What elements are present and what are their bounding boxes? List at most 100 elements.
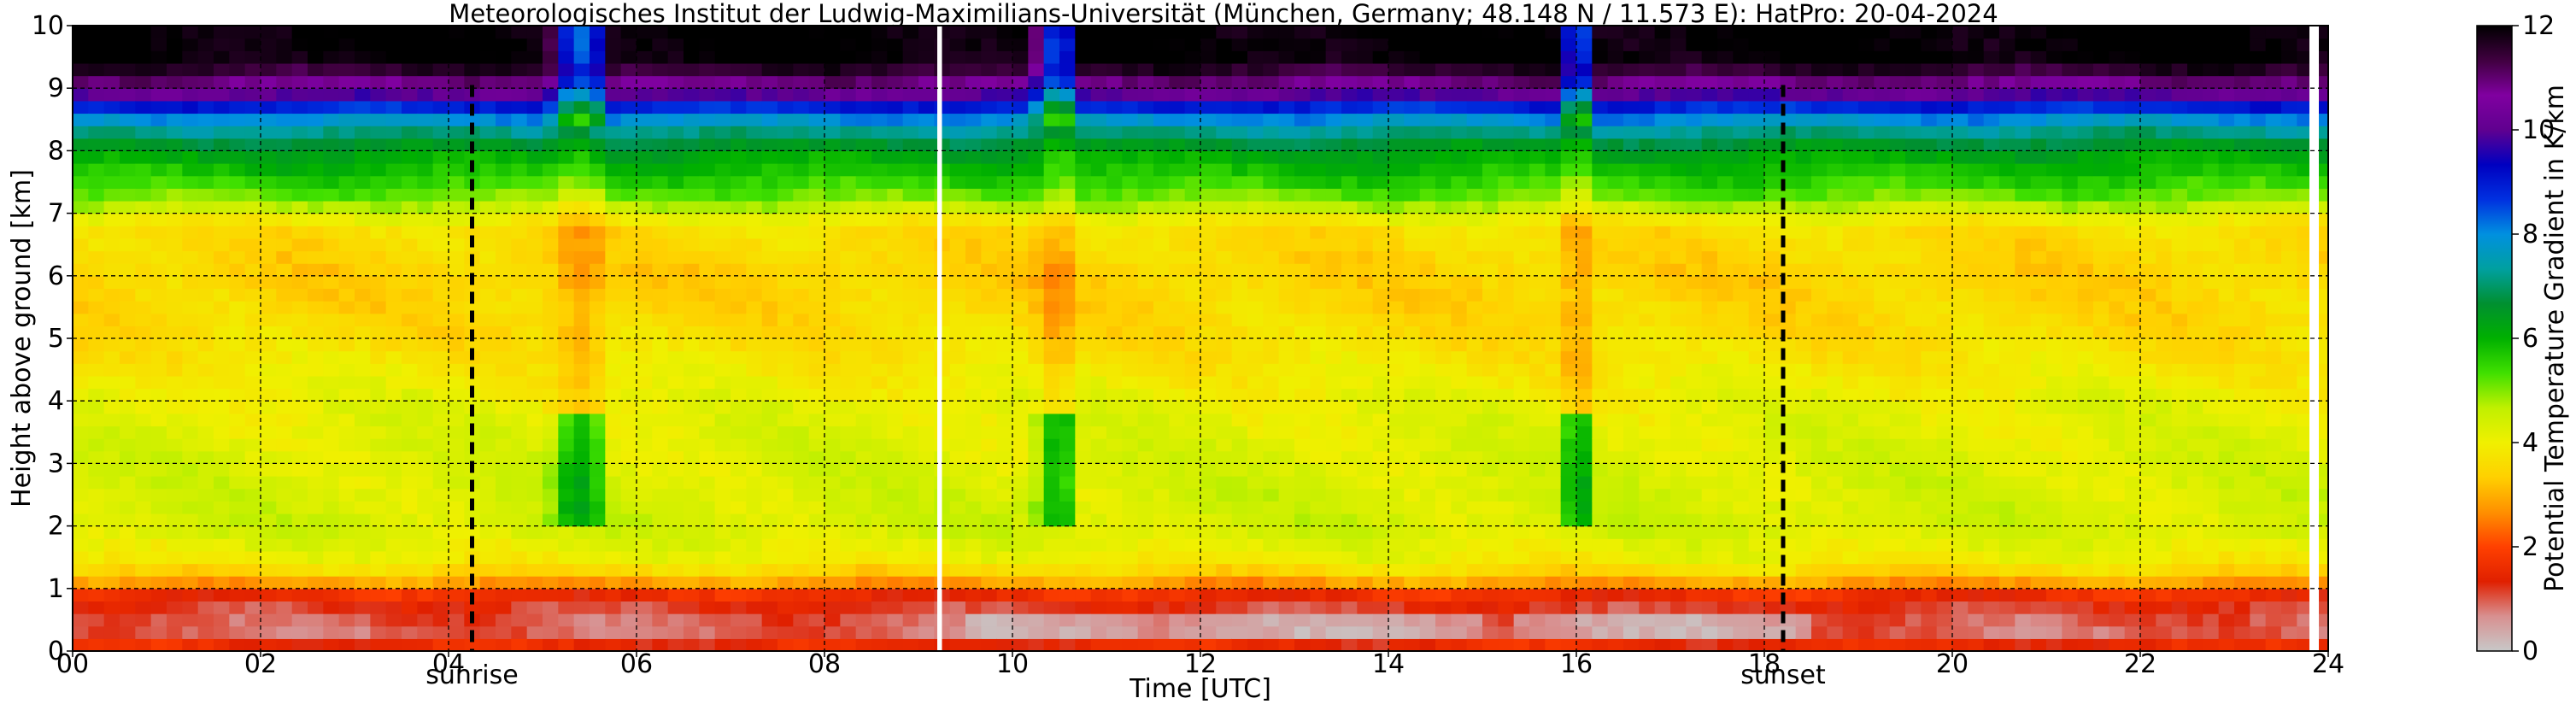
heatmap-cell (1482, 62, 1499, 77)
heatmap-cell (605, 263, 622, 277)
heatmap-cell (103, 175, 120, 189)
heatmap-cell (276, 88, 293, 102)
heatmap-cell (1106, 638, 1123, 652)
heatmap-cell (1498, 625, 1515, 639)
heatmap-cell (1529, 326, 1546, 339)
heatmap-cell (996, 226, 1013, 239)
heatmap-cell (1388, 50, 1405, 64)
heatmap-cell (1513, 625, 1530, 639)
heatmap-cell (135, 338, 152, 352)
heatmap-cell (1560, 238, 1577, 252)
heatmap-cell (479, 301, 496, 314)
heatmap-cell (1513, 38, 1530, 51)
heatmap-cell (1059, 550, 1076, 565)
heatmap-cell (197, 525, 214, 539)
heatmap-cell (338, 100, 355, 114)
heatmap-cell (432, 188, 449, 202)
heatmap-cell (637, 188, 653, 202)
heatmap-cell (1028, 238, 1045, 252)
heatmap-cell (684, 450, 700, 464)
heatmap-cell (370, 50, 387, 64)
heatmap-cell (1263, 388, 1280, 402)
heatmap-cell (808, 188, 825, 202)
heatmap-cell (761, 313, 778, 326)
heatmap-cell (558, 550, 575, 565)
heatmap-cell (824, 613, 841, 627)
heatmap-cell (1325, 601, 1342, 614)
heatmap-cell (402, 288, 418, 302)
heatmap-cell (761, 550, 778, 565)
heatmap-cell (620, 26, 637, 39)
heatmap-cell (1169, 576, 1186, 590)
heatmap-cell (182, 638, 199, 652)
heatmap-cell (637, 375, 653, 390)
heatmap-cell (1075, 613, 1092, 627)
heatmap-cell (1435, 413, 1452, 427)
heatmap-cell (526, 388, 543, 402)
heatmap-cell (1043, 150, 1060, 164)
heatmap-cell (824, 375, 841, 390)
heatmap-cell (1372, 275, 1389, 290)
heatmap-cell (1419, 488, 1436, 502)
heatmap-cell (934, 638, 951, 652)
heatmap-cell (934, 463, 951, 477)
heatmap-cell (135, 588, 152, 602)
heatmap-cell (652, 538, 669, 552)
heatmap-cell (1184, 563, 1201, 577)
heatmap-cell (1404, 126, 1421, 139)
heatmap-cell (276, 613, 293, 627)
heatmap-cell (1012, 488, 1029, 502)
heatmap-cell (573, 263, 590, 277)
heatmap-cell (620, 250, 637, 264)
heatmap-cell (370, 288, 387, 302)
heatmap-cell (464, 563, 481, 577)
heatmap-cell (214, 463, 230, 477)
heatmap-cell (1529, 476, 1546, 490)
heatmap-cell (667, 513, 684, 527)
heatmap-cell (1623, 513, 1640, 527)
heatmap-cell (355, 588, 371, 602)
heatmap-cell (1607, 513, 1624, 527)
heatmap-cell (965, 138, 982, 151)
heatmap-cell (1482, 388, 1499, 402)
heatmap-cell (965, 563, 982, 577)
heatmap-cell (684, 62, 700, 77)
heatmap-cell (338, 425, 355, 439)
heatmap-cell (496, 638, 512, 652)
heatmap-cell (120, 350, 136, 364)
heatmap-cell (543, 388, 559, 402)
heatmap-cell (291, 213, 308, 226)
heatmap-cell (1592, 375, 1609, 390)
heatmap-cell (793, 326, 810, 339)
heatmap-cell (261, 301, 277, 314)
heatmap-cell (150, 550, 167, 565)
heatmap-cell (1012, 100, 1029, 114)
heatmap-cell (402, 601, 418, 614)
heatmap-cell (918, 576, 935, 590)
heatmap-cell (1247, 576, 1264, 590)
heatmap-cell (1576, 538, 1593, 552)
heatmap-cell (276, 375, 293, 390)
heatmap-cell (1122, 638, 1139, 652)
heatmap-cell (637, 463, 653, 477)
heatmap-cell (1451, 476, 1468, 490)
heatmap-cell (1341, 338, 1358, 352)
heatmap-cell (605, 200, 622, 214)
heatmap-cell (1451, 401, 1468, 414)
heatmap-cell (793, 126, 810, 139)
heatmap-cell (417, 26, 434, 39)
heatmap-cell (918, 75, 935, 89)
heatmap-cell (761, 450, 778, 464)
heatmap-cell (1404, 138, 1421, 151)
heatmap-cell (1247, 513, 1264, 527)
heatmap-cell (103, 638, 120, 652)
heatmap-cell (1529, 588, 1546, 602)
heatmap-cell (1200, 275, 1217, 290)
heatmap-cell (1529, 263, 1546, 277)
heatmap-cell (667, 538, 684, 552)
heatmap-cell (291, 601, 308, 614)
heatmap-cell (1184, 525, 1201, 539)
heatmap-cell (1043, 338, 1060, 352)
heatmap-cell (1294, 438, 1311, 452)
heatmap-cell (558, 450, 575, 464)
